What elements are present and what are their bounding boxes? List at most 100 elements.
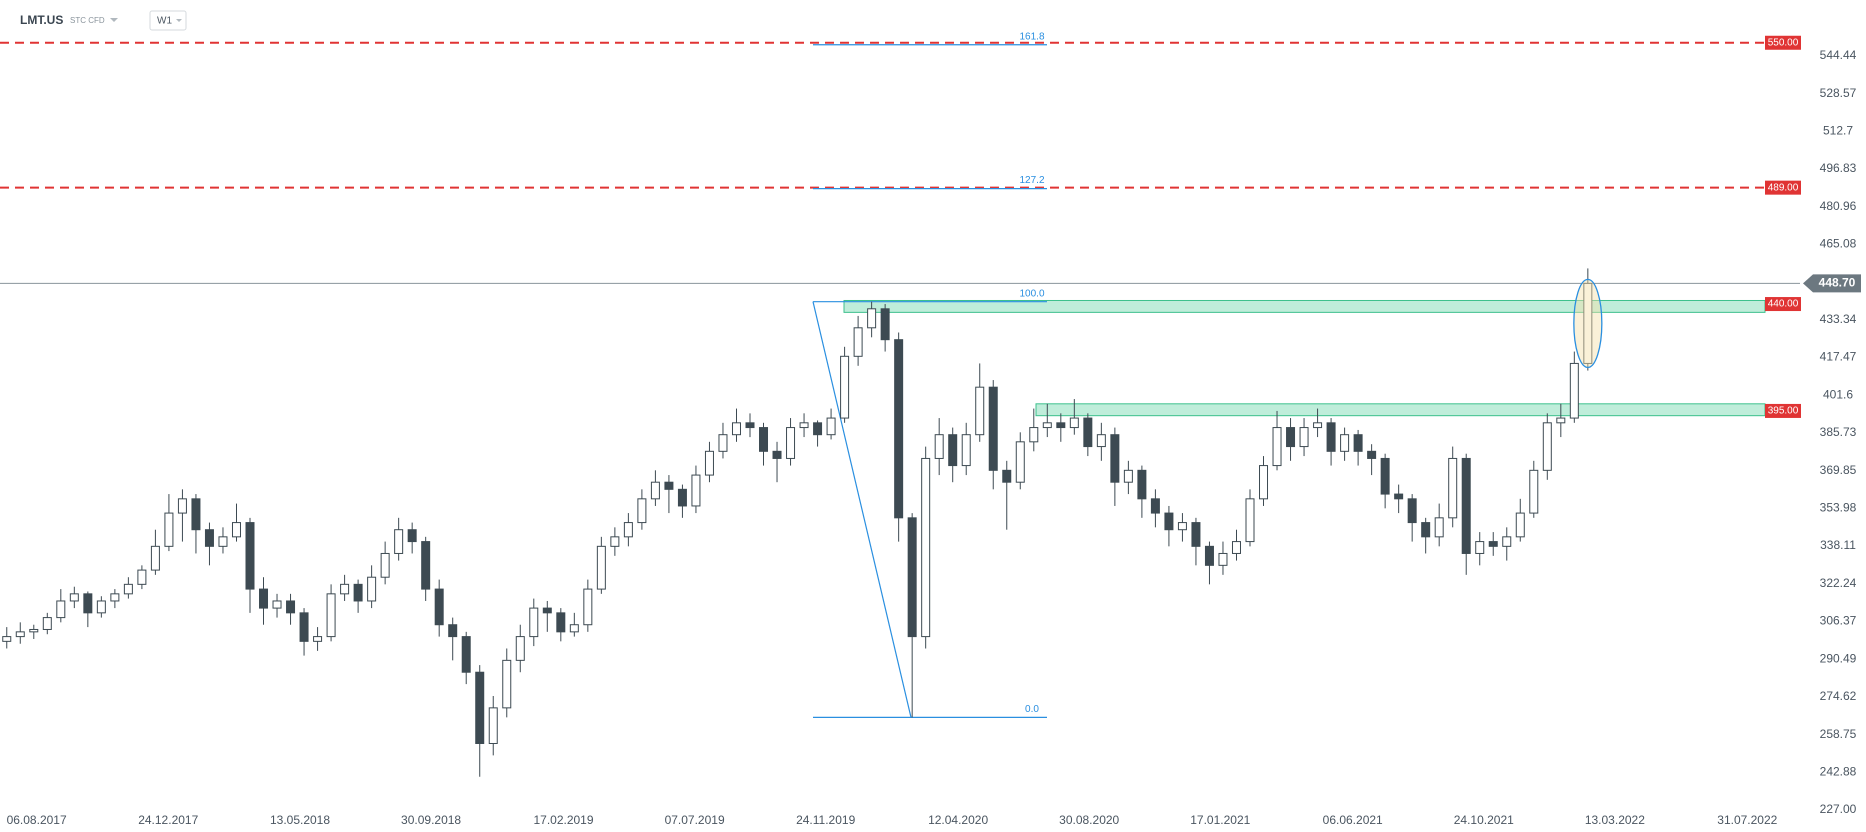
candle-body bbox=[394, 529, 404, 554]
candle-body bbox=[542, 607, 552, 614]
dropdown-arrow[interactable] bbox=[110, 18, 118, 22]
candle-body bbox=[1313, 422, 1323, 429]
x-tick-label: 13.05.2018 bbox=[270, 813, 330, 827]
candle-body bbox=[1407, 498, 1417, 524]
candle-body bbox=[299, 612, 309, 642]
candle-body bbox=[975, 386, 985, 436]
x-tick-label: 30.08.2020 bbox=[1059, 813, 1119, 827]
candle-body bbox=[637, 498, 647, 524]
candle-body bbox=[1245, 498, 1255, 543]
y-tick-label: 274.62 bbox=[1820, 689, 1857, 703]
candle-body bbox=[650, 481, 660, 500]
candle-body bbox=[177, 498, 187, 514]
candle-body bbox=[1191, 522, 1201, 547]
candle-body bbox=[718, 434, 728, 452]
candle-body bbox=[1056, 422, 1066, 429]
candle-body bbox=[840, 355, 850, 419]
candle-body bbox=[988, 386, 998, 471]
candle-body bbox=[340, 583, 350, 595]
candle-body bbox=[1434, 517, 1444, 538]
candle-body bbox=[1286, 427, 1296, 448]
y-tick-label: 338.11 bbox=[1820, 538, 1856, 552]
price-tag bbox=[1765, 403, 1801, 418]
y-tick-label: 496.83 bbox=[1820, 161, 1857, 175]
candle-body bbox=[596, 545, 606, 590]
candle-body bbox=[245, 522, 255, 590]
price-tag-label: 440.00 bbox=[1768, 299, 1799, 310]
candle-body bbox=[461, 636, 471, 673]
x-tick-label: 17.01.2021 bbox=[1190, 813, 1250, 827]
candle-body bbox=[1353, 434, 1363, 452]
y-tick-label: 512.7 bbox=[1823, 124, 1853, 138]
candle-body bbox=[1394, 493, 1404, 500]
x-tick-label: 12.04.2020 bbox=[928, 813, 988, 827]
y-tick-label: 433.34 bbox=[1820, 312, 1857, 326]
candle-body bbox=[853, 327, 863, 357]
candle-body bbox=[772, 450, 782, 459]
candle-body bbox=[218, 536, 228, 547]
candle-body bbox=[1110, 434, 1120, 483]
candle-body bbox=[1569, 362, 1579, 419]
candle-body bbox=[934, 434, 944, 459]
price-tag-label: 489.00 bbox=[1768, 182, 1799, 193]
candle-body bbox=[1083, 417, 1093, 448]
candle-body bbox=[191, 498, 201, 531]
highlight-ellipse bbox=[1573, 278, 1603, 369]
candle-body bbox=[664, 481, 674, 490]
y-tick-label: 242.88 bbox=[1820, 764, 1857, 778]
candle-body bbox=[1488, 541, 1498, 547]
price-tag bbox=[1765, 297, 1801, 312]
candle-body bbox=[1556, 417, 1566, 424]
candle-body bbox=[759, 427, 769, 452]
candle-body bbox=[691, 474, 701, 507]
y-tick-label: 227.00 bbox=[1820, 802, 1857, 816]
symbol: LMT.US bbox=[20, 13, 63, 27]
candle-body bbox=[448, 624, 458, 638]
candle-body bbox=[894, 339, 904, 519]
x-tick-label: 07.07.2019 bbox=[665, 813, 725, 827]
candle-body bbox=[272, 600, 282, 609]
candle-body bbox=[731, 422, 741, 436]
y-tick-label: 290.49 bbox=[1820, 651, 1857, 665]
price-tag bbox=[1765, 35, 1801, 50]
fib-level-label: 127.2 bbox=[1019, 175, 1044, 186]
candle-body bbox=[1096, 434, 1106, 448]
candle-body bbox=[1231, 541, 1241, 554]
fib-level-label: 0.0 bbox=[1025, 704, 1039, 715]
candle-body bbox=[1502, 536, 1512, 547]
candle-body bbox=[813, 422, 823, 436]
candle-body bbox=[1218, 552, 1228, 566]
candle-body bbox=[502, 659, 512, 709]
candle-body bbox=[2, 636, 12, 642]
y-tick-label: 322.24 bbox=[1820, 576, 1857, 590]
candle-body bbox=[1461, 457, 1471, 554]
candle-body bbox=[610, 536, 620, 547]
x-tick-label: 30.09.2018 bbox=[401, 813, 461, 827]
candle-body bbox=[1340, 434, 1350, 452]
interval[interactable]: W1 bbox=[157, 16, 172, 27]
support-zone bbox=[1035, 403, 1766, 417]
candle-body bbox=[799, 422, 809, 429]
candle-body bbox=[1542, 422, 1552, 471]
fib-trend-line bbox=[812, 301, 912, 718]
candle-body bbox=[29, 628, 39, 633]
candle-body bbox=[677, 488, 687, 507]
candle-body bbox=[407, 529, 417, 543]
candle-body bbox=[1029, 427, 1039, 443]
y-tick-label: 385.73 bbox=[1820, 425, 1857, 439]
y-tick-label: 258.75 bbox=[1820, 727, 1857, 741]
x-tick-label: 31.07.2022 bbox=[1717, 813, 1777, 827]
candle-body bbox=[704, 450, 714, 476]
candle-body bbox=[488, 707, 498, 744]
x-tick-label: 17.02.2019 bbox=[533, 813, 593, 827]
interval-button[interactable] bbox=[149, 10, 187, 31]
y-tick-label: 353.98 bbox=[1820, 501, 1857, 515]
y-tick-label: 528.57 bbox=[1820, 86, 1857, 100]
candle-body bbox=[826, 417, 836, 436]
candle-body bbox=[948, 434, 958, 467]
candle-body bbox=[137, 569, 147, 585]
candle-body bbox=[880, 308, 890, 341]
interval-arrow bbox=[176, 19, 182, 22]
candle-body bbox=[110, 593, 120, 602]
candle-body bbox=[1367, 450, 1377, 459]
